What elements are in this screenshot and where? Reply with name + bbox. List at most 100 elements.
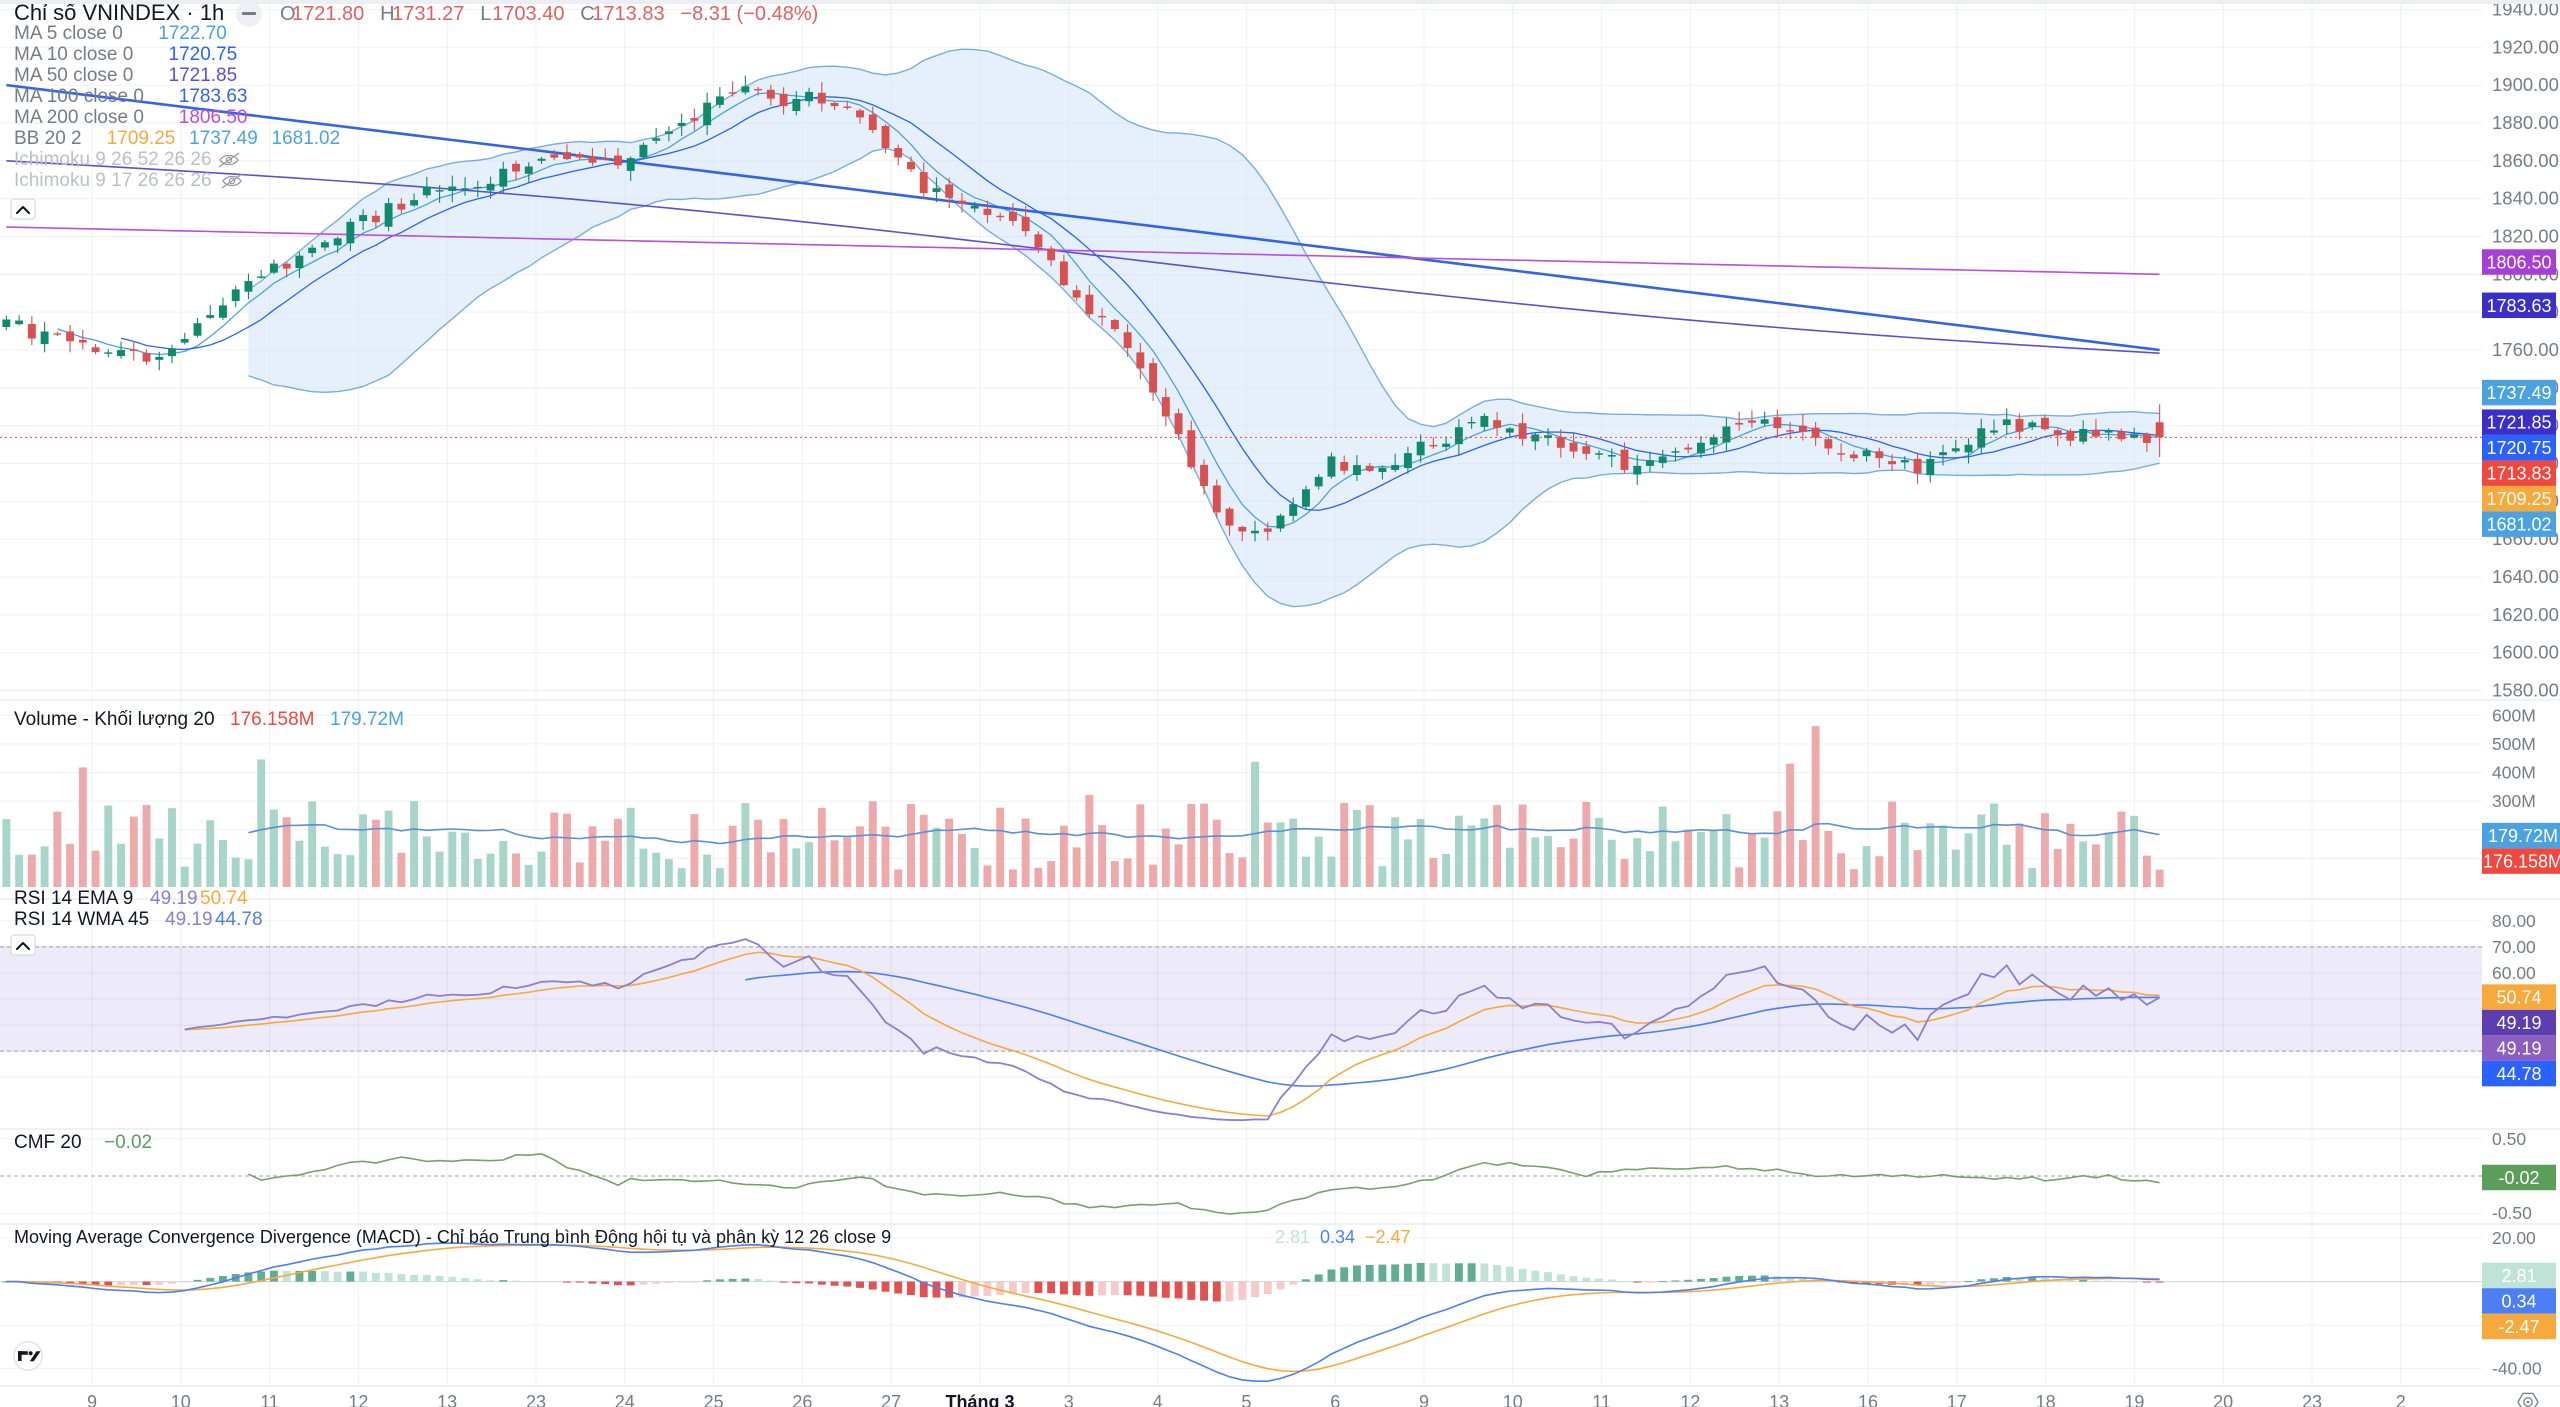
svg-text:23: 23 <box>2302 1392 2322 1407</box>
svg-text:1720.75: 1720.75 <box>2486 438 2551 458</box>
svg-text:3: 3 <box>1064 1392 1074 1407</box>
svg-text:−0.02: −0.02 <box>104 1132 152 1153</box>
svg-text:1703.40: 1703.40 <box>492 3 564 25</box>
svg-text:1600.00: 1600.00 <box>2492 642 2559 663</box>
svg-text:1580.00: 1580.00 <box>2492 680 2559 701</box>
svg-text:17: 17 <box>1947 1392 1967 1407</box>
svg-text:1783.63: 1783.63 <box>179 86 248 107</box>
svg-text:1713.83: 1713.83 <box>2486 464 2551 484</box>
svg-text:Ichimoku 9 26 52 26 26: Ichimoku 9 26 52 26 26 <box>14 149 212 170</box>
svg-text:44.78: 44.78 <box>2496 1064 2541 1084</box>
svg-text:176.158M: 176.158M <box>2483 852 2560 872</box>
svg-text:-40.00: -40.00 <box>2492 1359 2542 1379</box>
svg-text:1721.80: 1721.80 <box>292 3 364 25</box>
svg-text:23: 23 <box>526 1392 546 1407</box>
svg-text:18: 18 <box>2036 1392 2056 1407</box>
svg-text:0.34: 0.34 <box>1320 1227 1355 1247</box>
svg-text:179.72M: 179.72M <box>330 709 404 730</box>
svg-text:-0.50: -0.50 <box>2492 1203 2532 1223</box>
svg-text:MA 50 close 0: MA 50 close 0 <box>14 65 133 86</box>
svg-text:50.74: 50.74 <box>200 888 248 909</box>
svg-text:RSI 14 EMA 9: RSI 14 EMA 9 <box>14 888 133 909</box>
svg-text:1806.50: 1806.50 <box>179 107 248 128</box>
svg-text:49.19: 49.19 <box>2496 1013 2541 1033</box>
svg-text:13: 13 <box>1769 1392 1789 1407</box>
svg-text:1620.00: 1620.00 <box>2492 604 2559 625</box>
svg-text:Ichimoku 9 17 26 26 26: Ichimoku 9 17 26 26 26 <box>14 170 212 191</box>
svg-text:1737.49: 1737.49 <box>2486 383 2551 403</box>
svg-text:1709.25: 1709.25 <box>2486 489 2551 509</box>
svg-text:0.34: 0.34 <box>2501 1291 2536 1311</box>
svg-text:11: 11 <box>260 1392 279 1407</box>
svg-text:70.00: 70.00 <box>2492 937 2536 957</box>
svg-text:176.158M: 176.158M <box>230 709 315 730</box>
svg-text:1920.00: 1920.00 <box>2492 36 2559 57</box>
svg-text:44.78: 44.78 <box>215 909 263 930</box>
svg-text:11: 11 <box>1592 1392 1611 1407</box>
svg-text:24: 24 <box>615 1392 635 1407</box>
svg-text:MA 200 close 0: MA 200 close 0 <box>14 107 144 128</box>
svg-text:10: 10 <box>1503 1392 1523 1407</box>
svg-text:49.19: 49.19 <box>165 909 213 930</box>
svg-text:Moving Average Convergence Div: Moving Average Convergence Divergence (M… <box>14 1227 891 1247</box>
svg-text:1760.00: 1760.00 <box>2492 339 2559 360</box>
svg-text:27: 27 <box>881 1392 901 1407</box>
svg-text:179.72M: 179.72M <box>2488 826 2558 846</box>
svg-text:1681.02: 1681.02 <box>2486 515 2551 535</box>
svg-text:10: 10 <box>171 1392 191 1407</box>
svg-text:1840.00: 1840.00 <box>2492 188 2559 209</box>
svg-text:1820.00: 1820.00 <box>2492 225 2559 246</box>
svg-text:−8.31 (−0.48%): −8.31 (−0.48%) <box>680 3 818 25</box>
svg-text:L: L <box>480 3 491 25</box>
svg-text:1713.83: 1713.83 <box>592 3 664 25</box>
svg-text:-2.47: -2.47 <box>2498 1317 2539 1337</box>
svg-text:1721.85: 1721.85 <box>169 65 238 86</box>
svg-text:2.81: 2.81 <box>2501 1266 2536 1286</box>
svg-text:80.00: 80.00 <box>2492 911 2536 931</box>
svg-text:1720.75: 1720.75 <box>169 44 238 65</box>
svg-text:1860.00: 1860.00 <box>2492 150 2559 171</box>
svg-text:19: 19 <box>2124 1392 2144 1407</box>
svg-text:12: 12 <box>348 1392 368 1407</box>
svg-text:13: 13 <box>437 1392 457 1407</box>
svg-text:MA 5 close 0: MA 5 close 0 <box>14 23 123 44</box>
svg-text:-0.02: -0.02 <box>2498 1168 2539 1188</box>
svg-text:1783.63: 1783.63 <box>2486 296 2551 316</box>
svg-text:600M: 600M <box>2492 705 2536 725</box>
svg-text:9: 9 <box>87 1392 97 1407</box>
svg-text:BB 20 2: BB 20 2 <box>14 128 82 149</box>
svg-text:12: 12 <box>1680 1392 1700 1407</box>
svg-text:25: 25 <box>704 1392 724 1407</box>
svg-text:1709.25: 1709.25 <box>107 128 176 149</box>
svg-text:MA 10 close 0: MA 10 close 0 <box>14 44 133 65</box>
svg-text:2: 2 <box>2396 1392 2406 1407</box>
svg-text:500M: 500M <box>2492 734 2536 754</box>
svg-text:26: 26 <box>792 1392 812 1407</box>
svg-text:6: 6 <box>1330 1392 1340 1407</box>
svg-text:1721.85: 1721.85 <box>2486 413 2551 433</box>
svg-text:Volume - Khối lượng 20: Volume - Khối lượng 20 <box>14 709 215 730</box>
svg-text:20.00: 20.00 <box>2492 1228 2536 1248</box>
svg-text:16: 16 <box>1858 1392 1878 1407</box>
svg-text:50.74: 50.74 <box>2496 988 2541 1008</box>
svg-text:20: 20 <box>2213 1392 2233 1407</box>
svg-text:Tháng 3: Tháng 3 <box>945 1392 1014 1407</box>
svg-text:4: 4 <box>1153 1392 1163 1407</box>
svg-text:400M: 400M <box>2492 763 2536 783</box>
svg-text:RSI 14 WMA 45: RSI 14 WMA 45 <box>14 909 149 930</box>
svg-text:1681.02: 1681.02 <box>272 128 341 149</box>
svg-text:1640.00: 1640.00 <box>2492 566 2559 587</box>
svg-text:−2.47: −2.47 <box>1365 1227 1411 1247</box>
svg-text:MA 100 close 0: MA 100 close 0 <box>14 86 144 107</box>
svg-text:60.00: 60.00 <box>2492 963 2536 983</box>
svg-text:1737.49: 1737.49 <box>189 128 258 149</box>
svg-text:49.19: 49.19 <box>2496 1039 2541 1059</box>
svg-text:49.19: 49.19 <box>150 888 198 909</box>
svg-text:5: 5 <box>1241 1392 1251 1407</box>
svg-text:CMF 20: CMF 20 <box>14 1132 82 1153</box>
svg-text:1722.70: 1722.70 <box>158 23 227 44</box>
svg-text:1900.00: 1900.00 <box>2492 74 2559 95</box>
svg-text:9: 9 <box>1419 1392 1429 1407</box>
svg-text:2.81: 2.81 <box>1275 1227 1310 1247</box>
svg-text:1880.00: 1880.00 <box>2492 112 2559 133</box>
